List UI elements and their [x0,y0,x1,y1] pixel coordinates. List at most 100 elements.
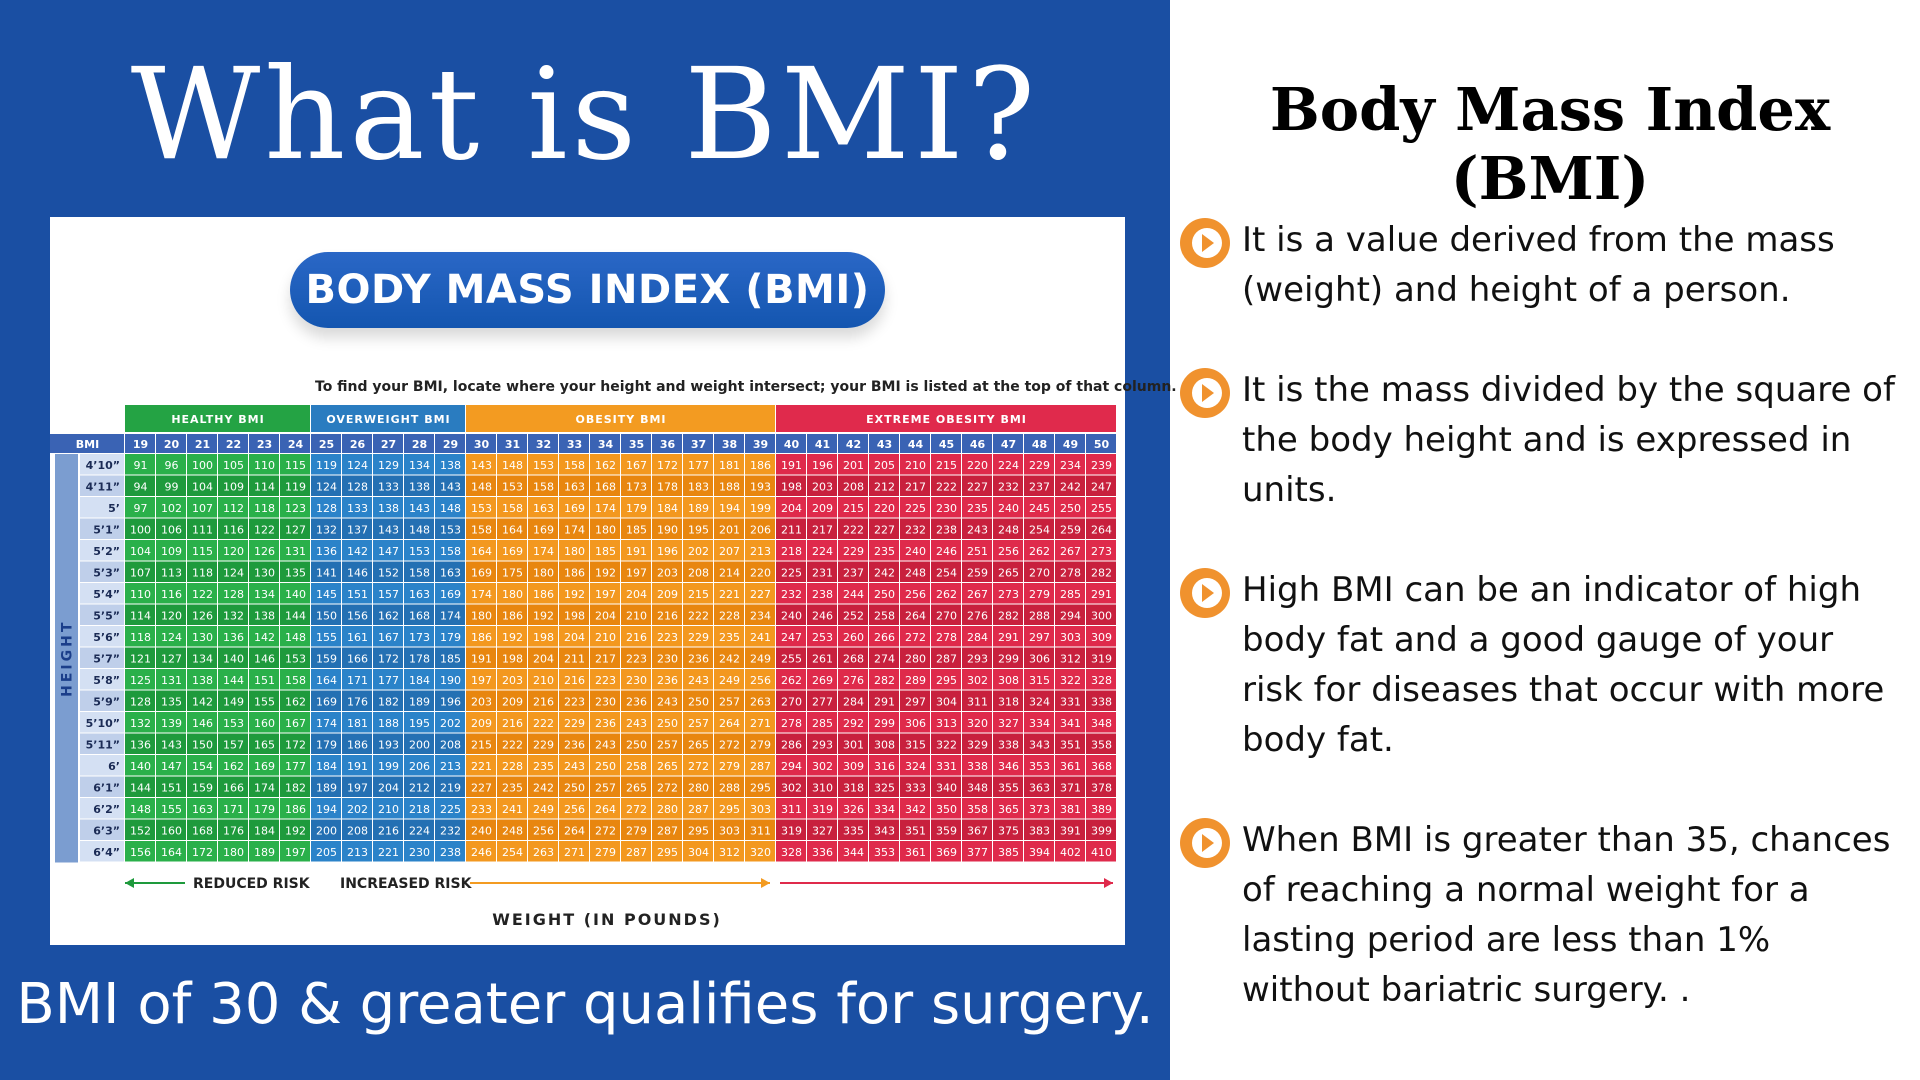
weight-value: 216 [564,674,585,687]
weight-cell [311,454,341,475]
weight-cell [621,604,651,625]
bmi-value-label: 35 [629,438,644,451]
weight-value: 204 [564,631,585,644]
weight-value: 136 [316,545,337,558]
weight-cell [156,626,186,647]
weight-cell [311,604,341,625]
weight-cell [776,647,806,668]
weight-value: 221 [471,760,492,773]
weight-cell [714,497,744,518]
weight-value: 192 [502,631,523,644]
weight-value: 203 [502,674,523,687]
weight-value: 311 [781,803,802,816]
height-value: 5’6” [93,631,120,644]
weight-cell [745,626,775,647]
weight-cell [931,561,961,582]
weight-value: 185 [595,545,616,558]
bmi-value-label: 43 [877,438,892,451]
weight-cell [993,712,1023,733]
bmi-value-label: 42 [846,438,861,451]
weight-value: 256 [905,588,926,601]
height-cell [80,755,124,776]
weight-value: 135 [285,567,306,580]
weight-value: 151 [161,782,182,795]
weight-cell [1024,776,1054,797]
weight-value: 194 [316,803,337,816]
weight-value: 190 [440,674,461,687]
weight-value: 198 [781,481,802,494]
weight-cell [962,647,992,668]
weight-cell [466,798,496,819]
weight-value: 308 [874,739,895,752]
weight-value: 184 [409,674,430,687]
weight-value: 287 [688,803,709,816]
weight-cell [1055,497,1085,518]
weight-value: 160 [161,825,182,838]
weight-value: 126 [254,545,275,558]
height-cell [80,583,124,604]
weight-cell [745,497,775,518]
weight-cell [838,454,868,475]
bmi-value-label: 25 [319,438,334,451]
weight-cell [187,626,217,647]
weight-value: 324 [1029,696,1050,709]
weight-cell [373,841,403,862]
weight-value: 112 [223,502,244,515]
weight-value: 256 [998,545,1019,558]
weight-value: 240 [905,545,926,558]
weight-value: 287 [936,653,957,666]
weight-cell [528,733,558,754]
weight-value: 142 [254,631,275,644]
weight-value: 271 [564,846,585,859]
height-cell [80,647,124,668]
weight-cell [559,776,589,797]
weight-value: 191 [626,545,647,558]
weight-value: 186 [471,631,492,644]
weight-value: 100 [130,524,151,537]
weight-value: 232 [905,524,926,537]
weight-value: 158 [533,481,554,494]
weight-cell [590,647,620,668]
weight-cell [1086,669,1116,690]
weight-cell [249,669,279,690]
weight-cell [435,626,465,647]
weight-value: 213 [347,846,368,859]
weight-value: 230 [936,502,957,515]
weight-cell [1086,518,1116,539]
weight-value: 334 [874,803,895,816]
bmi-header-cell [807,434,837,453]
height-cell [80,475,124,496]
weight-cell [807,604,837,625]
weight-value: 180 [564,545,585,558]
weight-cell [435,518,465,539]
weight-cell [993,497,1023,518]
weight-cell [1055,712,1085,733]
weight-cell [590,819,620,840]
weight-cell [559,733,589,754]
height-value: 5’7” [93,653,120,666]
weight-cell [466,647,496,668]
weight-value: 99 [165,481,179,494]
weight-cell [931,475,961,496]
weight-value: 203 [657,567,678,580]
weight-value: 134 [254,588,275,601]
weight-value: 171 [347,674,368,687]
weight-cell [156,776,186,797]
height-cell [80,604,124,625]
weight-value: 383 [1029,825,1050,838]
surgery-qualification-note: BMI of 30 & greater qualifies for surger… [16,972,1154,1037]
weight-cell [125,561,155,582]
weight-cell [280,540,310,561]
weight-value: 207 [719,545,740,558]
weight-cell [683,690,713,711]
weight-value: 249 [719,674,740,687]
weight-value: 169 [440,588,461,601]
weight-cell [156,561,186,582]
weight-value: 284 [843,696,864,709]
weight-cell [1024,475,1054,496]
weight-value: 217 [905,481,926,494]
weight-value: 137 [347,524,368,537]
weight-cell [280,604,310,625]
weight-value: 222 [502,739,523,752]
weight-cell [466,712,496,733]
